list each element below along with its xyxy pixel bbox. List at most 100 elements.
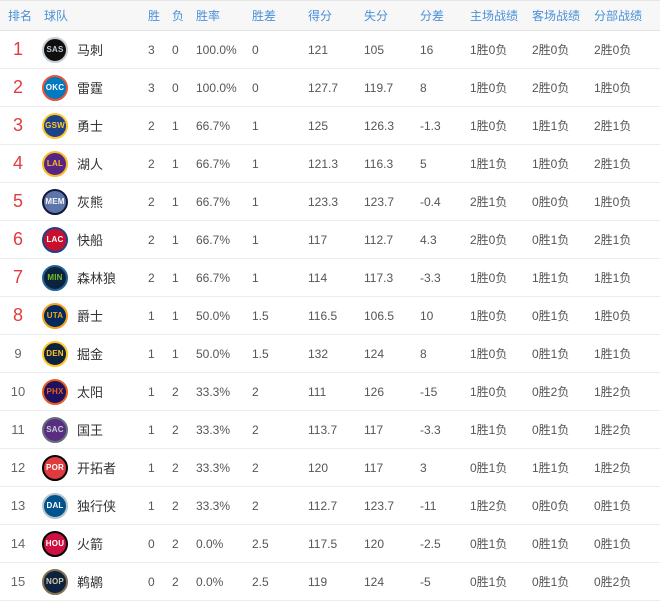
rank-number: 14 (10, 536, 26, 551)
team-logo-icon: LAL (42, 150, 68, 177)
team-name[interactable]: 湖人 (77, 157, 104, 172)
pf-value: 111 (308, 384, 327, 399)
away-record: 1胜1负 (532, 271, 570, 285)
division-record: 0胜1负 (594, 499, 632, 513)
table-row[interactable]: 7 MIN 森林狼 2 1 66.7% 1 114 117.3 -3.3 1胜0… (0, 259, 660, 297)
team-name[interactable]: 国王 (77, 423, 104, 438)
table-row[interactable]: 6 LAC 快船 2 1 66.7% 1 117 112.7 4.3 2胜0负 … (0, 221, 660, 259)
pf-value: 123.3 (308, 194, 339, 209)
home-record: 1胜0负 (470, 385, 508, 399)
pa-value: 116.3 (364, 156, 394, 171)
losses-value: 1 (172, 308, 179, 323)
winpct-value: 100.0% (196, 42, 237, 57)
team-logo-icon: HOU (42, 530, 68, 557)
team-logo-icon: MEM (42, 188, 68, 215)
wins-value: 0 (148, 574, 155, 589)
team-name[interactable]: 森林狼 (77, 271, 117, 286)
losses-value: 2 (172, 384, 179, 399)
table-row[interactable]: 14 HOU 火箭 0 2 0.0% 2.5 117.5 120 -2.5 0胜… (0, 525, 660, 563)
pa-value: 117 (364, 422, 384, 437)
standings-body: 1 SAS 马刺 3 0 100.0% 0 121 105 16 1胜0负 2胜… (0, 31, 660, 601)
winpct-value: 0.0% (196, 574, 224, 589)
gb-value: 2 (252, 498, 259, 513)
team-name[interactable]: 雷霆 (77, 81, 104, 96)
pa-value: 117 (364, 460, 384, 475)
home-record: 1胜0负 (470, 81, 508, 95)
team-name[interactable]: 独行侠 (77, 499, 117, 514)
losses-value: 2 (172, 422, 179, 437)
table-row[interactable]: 10 PHX 太阳 1 2 33.3% 2 111 126 -15 1胜0负 0… (0, 373, 660, 411)
wins-value: 2 (148, 270, 155, 285)
team-name[interactable]: 灰熊 (77, 195, 104, 210)
pa-value: 117.3 (364, 270, 394, 285)
gb-value: 2.5 (252, 574, 269, 589)
col-header-pf: 得分 (308, 9, 333, 23)
table-row[interactable]: 4 LAL 湖人 2 1 66.7% 1 121.3 116.3 5 1胜1负 … (0, 145, 660, 183)
team-name[interactable]: 快船 (77, 233, 104, 248)
team-logo-icon: MIN (42, 264, 68, 291)
wins-value: 1 (148, 384, 155, 399)
team-name[interactable]: 爵士 (77, 309, 104, 324)
col-header-winpct: 胜率 (196, 9, 221, 23)
rank-number: 11 (11, 422, 25, 437)
table-row[interactable]: 9 DEN 掘金 1 1 50.0% 1.5 132 124 8 1胜0负 0胜… (0, 335, 660, 373)
team-logo-icon: DEN (42, 340, 68, 367)
table-row[interactable]: 15 NOP 鹈鹕 0 2 0.0% 2.5 119 124 -5 0胜1负 0… (0, 563, 660, 601)
table-row[interactable]: 1 SAS 马刺 3 0 100.0% 0 121 105 16 1胜0负 2胜… (0, 31, 660, 69)
team-name[interactable]: 掘金 (77, 347, 104, 362)
division-record: 0胜2负 (594, 575, 632, 589)
table-row[interactable]: 5 MEM 灰熊 2 1 66.7% 1 123.3 123.7 -0.4 2胜… (0, 183, 660, 221)
pf-value: 121.3 (308, 156, 339, 171)
diff-value: -1.3 (420, 118, 441, 133)
table-row[interactable]: 13 DAL 独行侠 1 2 33.3% 2 112.7 123.7 -11 1… (0, 487, 660, 525)
pa-value: 119.7 (364, 80, 394, 95)
table-row[interactable]: 8 UTA 爵士 1 1 50.0% 1.5 116.5 106.5 10 1胜… (0, 297, 660, 335)
home-record: 1胜0负 (470, 271, 508, 285)
team-name[interactable]: 马刺 (77, 43, 104, 58)
table-row[interactable]: 12 POR 开拓者 1 2 33.3% 2 120 117 3 0胜1负 1胜… (0, 449, 660, 487)
division-record: 0胜1负 (594, 537, 632, 551)
team-name[interactable]: 鹈鹕 (77, 575, 104, 590)
wins-value: 1 (148, 498, 155, 513)
winpct-value: 33.3% (196, 422, 231, 437)
wins-value: 2 (148, 156, 155, 171)
winpct-value: 33.3% (196, 384, 231, 399)
division-record: 1胜2负 (594, 423, 632, 437)
pf-value: 132 (308, 346, 329, 361)
pa-value: 123.7 (364, 194, 395, 209)
losses-value: 1 (172, 118, 179, 133)
team-name[interactable]: 太阳 (77, 385, 104, 400)
wins-value: 2 (148, 194, 155, 209)
winpct-value: 50.0% (196, 308, 231, 323)
rank-number: 5 (12, 191, 23, 211)
pf-value: 121 (308, 42, 329, 57)
pa-value: 105 (364, 42, 385, 57)
diff-value: -5 (420, 574, 431, 589)
team-logo-icon: NOP (42, 568, 68, 595)
diff-value: 3 (420, 460, 427, 475)
table-row[interactable]: 11 SAC 国王 1 2 33.3% 2 113.7 117 -3.3 1胜1… (0, 411, 660, 449)
rank-number: 9 (14, 346, 22, 361)
winpct-value: 66.7% (196, 156, 231, 171)
away-record: 0胜2负 (532, 385, 570, 399)
wins-value: 1 (148, 346, 155, 361)
team-name[interactable]: 开拓者 (77, 461, 117, 476)
division-record: 1胜2负 (594, 461, 632, 475)
team-name[interactable]: 火箭 (77, 537, 104, 552)
pf-value: 117.5 (308, 536, 338, 551)
table-row[interactable]: 2 OKC 雷霆 3 0 100.0% 0 127.7 119.7 8 1胜0负… (0, 69, 660, 107)
gb-value: 1 (252, 194, 259, 209)
diff-value: 8 (420, 80, 427, 95)
pf-value: 113.7 (308, 422, 338, 437)
gb-value: 1 (252, 118, 259, 133)
home-record: 1胜2负 (470, 499, 508, 513)
team-name[interactable]: 勇士 (77, 119, 104, 134)
diff-value: 10 (420, 308, 434, 323)
gb-value: 2 (252, 460, 259, 475)
winpct-value: 66.7% (196, 118, 231, 133)
table-row[interactable]: 3 GSW 勇士 2 1 66.7% 1 125 126.3 -1.3 1胜0负… (0, 107, 660, 145)
winpct-value: 33.3% (196, 460, 231, 475)
winpct-value: 50.0% (196, 346, 231, 361)
team-logo-icon: SAC (42, 416, 68, 443)
home-record: 2胜1负 (470, 195, 508, 209)
